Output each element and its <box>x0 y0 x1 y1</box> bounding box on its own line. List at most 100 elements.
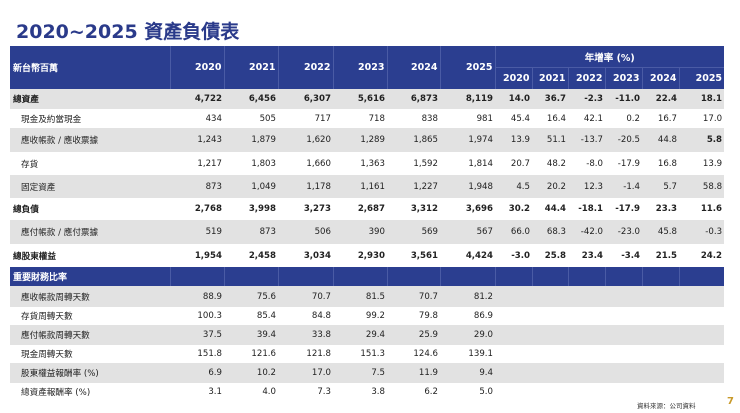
value-cell: 17.0 <box>278 363 333 383</box>
header-blank-cell <box>277 267 333 286</box>
ratios-header-label: 重要財務比率 <box>10 267 170 286</box>
value-cell: 5.0 <box>479 387 493 397</box>
value-cell: 6.9 <box>170 363 224 383</box>
empty-cell <box>568 383 605 401</box>
growth-cell: 22.4 <box>642 89 679 109</box>
empty-cell <box>605 345 642 363</box>
value-cell: 3,561 <box>410 250 438 261</box>
empty-cell <box>642 307 679 325</box>
value-cell: 8,119 <box>440 89 495 109</box>
growth-cell: -23.0 <box>605 220 642 244</box>
value-cell: 873 <box>224 220 278 244</box>
value-cell: 4.0 <box>262 387 276 397</box>
growth-cell: -8.0 <box>586 158 603 169</box>
growth-cell: 58.8 <box>679 175 725 198</box>
empty-cell <box>495 286 532 307</box>
growth-cell: 0.2 <box>626 113 640 124</box>
value-cell: 33.8 <box>278 325 333 345</box>
value-cell: 4,722 <box>170 89 224 109</box>
value-cell: 3,998 <box>248 204 276 214</box>
header-blank-cell <box>567 267 605 286</box>
growth-cell: -1.4 <box>605 175 642 198</box>
value-cell: 1,227 <box>387 175 440 198</box>
value-cell: 3,312 <box>410 204 438 214</box>
growth-cell: 5.7 <box>642 175 679 198</box>
value-cell: 1,814 <box>468 158 493 169</box>
value-cell: 1,363 <box>360 158 385 169</box>
row-label: 存貨 <box>21 159 39 170</box>
value-cell: 2,687 <box>357 204 385 214</box>
header-blank-cell <box>386 267 440 286</box>
unit-header: 新台幣百萬 <box>10 46 170 89</box>
header-blank-cell <box>169 267 224 286</box>
growth-cell: 48.2 <box>546 158 566 169</box>
row-label: 股東權益報酬率 (%) <box>10 363 170 383</box>
value-cell: 139.1 <box>468 349 493 359</box>
empty-cell <box>495 345 532 363</box>
empty-cell <box>642 363 679 383</box>
value-cell: 569 <box>387 220 440 244</box>
value-cell: 1,049 <box>224 175 278 198</box>
value-cell: 3.8 <box>371 387 385 397</box>
year-header: 2025 <box>439 46 495 89</box>
value-cell: 85.4 <box>256 311 276 321</box>
growth-year-header: 2023 <box>604 67 642 89</box>
empty-cell <box>605 286 642 307</box>
table-row: 應收帳款 / 應收票據 1,243 1,879 1,620 1,289 1,865 1,97… <box>10 128 725 152</box>
year-header: 2021 <box>223 46 278 89</box>
growth-cell: 44.4 <box>544 204 566 214</box>
table-row: 固定資產 873 1,049 1,178 1,161 1,227 1,948 4.5 20.2 1… <box>10 175 725 198</box>
value-cell: 390 <box>333 220 387 244</box>
growth-cell: 42.1 <box>583 113 603 124</box>
page-number: 7 <box>727 396 734 407</box>
header-blank-cell <box>223 267 278 286</box>
row-label: 總資產 <box>10 89 170 109</box>
growth-cell: -0.3 <box>679 220 725 244</box>
growth-year-header: 2025 <box>678 67 725 89</box>
empty-cell <box>568 363 605 383</box>
empty-cell <box>568 325 605 345</box>
value-cell: 151.8 <box>197 349 222 359</box>
row-label: 現金及約當現金 <box>21 114 82 125</box>
growth-cell: 23.4 <box>581 250 603 261</box>
value-cell: 3.1 <box>208 387 222 397</box>
value-cell: 6,456 <box>224 89 278 109</box>
empty-cell <box>568 307 605 325</box>
ratio-row: 股東權益報酬率 (%) 6.9 10.2 17.0 7.5 11.9 9.4 <box>10 363 725 383</box>
value-cell: 3,034 <box>303 250 331 261</box>
growth-cell: -2.3 <box>568 89 605 109</box>
value-cell: 1,243 <box>170 128 224 152</box>
value-cell: 2,768 <box>194 204 222 214</box>
value-cell: 567 <box>440 220 495 244</box>
growth-cell: 68.3 <box>532 220 568 244</box>
empty-cell <box>605 307 642 325</box>
growth-cell: -13.7 <box>568 128 605 152</box>
growth-cell: 51.1 <box>532 128 568 152</box>
value-cell: 519 <box>170 220 224 244</box>
empty-cell <box>642 383 679 401</box>
value-cell: 4,424 <box>465 250 493 261</box>
year-header: 2020 <box>169 46 224 89</box>
growth-year-header: 2024 <box>641 67 679 89</box>
value-cell: 718 <box>368 113 385 124</box>
value-cell: 29.0 <box>440 325 495 345</box>
empty-cell <box>642 325 679 345</box>
empty-cell <box>568 345 605 363</box>
empty-cell <box>679 383 724 401</box>
empty-cell <box>532 383 568 401</box>
value-cell: 873 <box>170 175 224 198</box>
value-cell: 1,289 <box>333 128 387 152</box>
value-cell: 1,954 <box>194 250 222 261</box>
empty-cell <box>532 307 568 325</box>
value-cell: 121.6 <box>251 349 276 359</box>
growth-cell: -3.4 <box>621 250 640 261</box>
row-label: 總負債 <box>13 205 39 215</box>
growth-cell: 36.7 <box>532 89 568 109</box>
value-cell: 981 <box>476 113 493 124</box>
empty-cell <box>568 286 605 307</box>
value-cell: 1,178 <box>278 175 333 198</box>
empty-cell <box>495 307 532 325</box>
growth-cell: 4.5 <box>495 175 532 198</box>
growth-year-header: 2020 <box>494 67 532 89</box>
value-cell: 70.7 <box>278 286 333 307</box>
